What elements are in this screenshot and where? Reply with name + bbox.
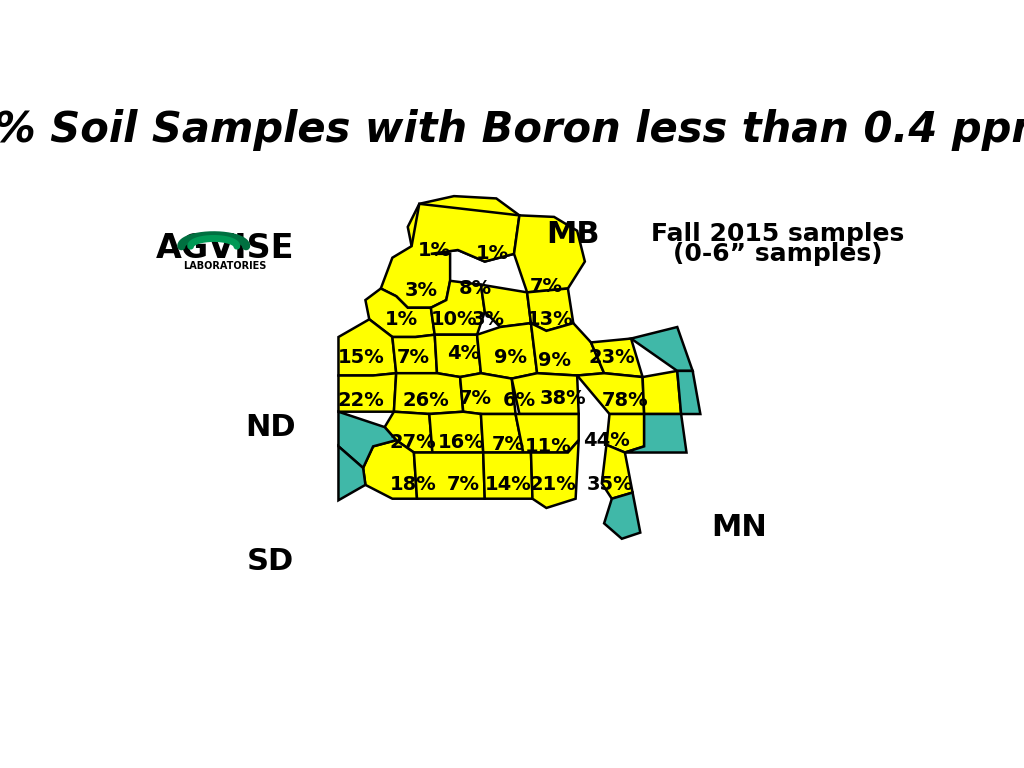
Polygon shape — [578, 373, 644, 414]
Text: 3%: 3% — [406, 281, 438, 300]
Polygon shape — [604, 492, 640, 539]
Text: 26%: 26% — [402, 391, 449, 409]
Text: 22%: 22% — [338, 391, 384, 409]
Text: 14%: 14% — [484, 475, 531, 495]
Polygon shape — [394, 373, 463, 414]
Text: 78%: 78% — [601, 391, 648, 409]
Polygon shape — [364, 440, 417, 498]
Text: (0-6” samples): (0-6” samples) — [673, 243, 882, 266]
Polygon shape — [481, 414, 523, 452]
Text: 7%: 7% — [459, 389, 492, 408]
Text: LABORATORIES: LABORATORIES — [183, 261, 267, 271]
Text: 9%: 9% — [494, 349, 526, 367]
Text: 1%: 1% — [385, 310, 418, 329]
Text: 7%: 7% — [492, 435, 524, 455]
Text: 21%: 21% — [529, 475, 575, 495]
Text: MN: MN — [711, 513, 767, 541]
Text: 23%: 23% — [589, 349, 635, 367]
Text: 1%: 1% — [418, 240, 452, 260]
Text: 10%: 10% — [431, 310, 477, 329]
Text: 1%: 1% — [476, 244, 509, 263]
Polygon shape — [531, 440, 579, 508]
Text: 38%: 38% — [540, 389, 587, 408]
Text: 7%: 7% — [529, 276, 563, 296]
Text: 13%: 13% — [527, 310, 573, 329]
Polygon shape — [435, 335, 481, 377]
Text: AGVISE: AGVISE — [156, 232, 295, 265]
Polygon shape — [625, 414, 686, 452]
Polygon shape — [408, 196, 519, 262]
Polygon shape — [339, 373, 396, 412]
Text: 6%: 6% — [503, 391, 536, 409]
Text: SD: SD — [247, 548, 294, 576]
Polygon shape — [414, 452, 484, 498]
Polygon shape — [392, 335, 437, 373]
Polygon shape — [606, 414, 644, 452]
Text: 3%: 3% — [472, 310, 505, 329]
Polygon shape — [477, 323, 538, 379]
Text: 9%: 9% — [539, 351, 571, 369]
Text: ND: ND — [246, 412, 296, 442]
Text: 11%: 11% — [525, 437, 572, 456]
Polygon shape — [531, 323, 604, 376]
Text: 44%: 44% — [583, 431, 630, 450]
Text: 8%: 8% — [459, 279, 493, 298]
Text: 15%: 15% — [338, 349, 384, 367]
Text: Fall 2015 samples: Fall 2015 samples — [650, 221, 904, 246]
Text: 27%: 27% — [390, 433, 436, 452]
Text: 4%: 4% — [446, 345, 480, 363]
Polygon shape — [512, 373, 579, 414]
Polygon shape — [339, 412, 396, 468]
Polygon shape — [483, 452, 532, 498]
Polygon shape — [643, 371, 681, 414]
Polygon shape — [591, 339, 643, 377]
Text: 7%: 7% — [446, 475, 479, 495]
Polygon shape — [677, 371, 700, 414]
Polygon shape — [602, 445, 633, 498]
Polygon shape — [366, 289, 435, 337]
Text: MB: MB — [547, 220, 600, 249]
Polygon shape — [429, 412, 483, 452]
Text: 35%: 35% — [586, 475, 633, 495]
Text: 7%: 7% — [396, 349, 430, 367]
Text: % Soil Samples with Boron less than 0.4 ppm: % Soil Samples with Boron less than 0.4 … — [0, 109, 1024, 151]
Text: 18%: 18% — [390, 475, 436, 495]
Polygon shape — [631, 327, 692, 371]
Polygon shape — [339, 446, 366, 500]
Polygon shape — [460, 373, 515, 414]
Polygon shape — [339, 319, 396, 376]
Polygon shape — [481, 285, 531, 327]
Polygon shape — [527, 289, 573, 331]
Polygon shape — [381, 204, 519, 308]
Text: 16%: 16% — [438, 433, 485, 452]
Polygon shape — [515, 414, 579, 452]
Polygon shape — [514, 215, 585, 293]
Polygon shape — [385, 412, 432, 452]
Polygon shape — [431, 281, 484, 335]
